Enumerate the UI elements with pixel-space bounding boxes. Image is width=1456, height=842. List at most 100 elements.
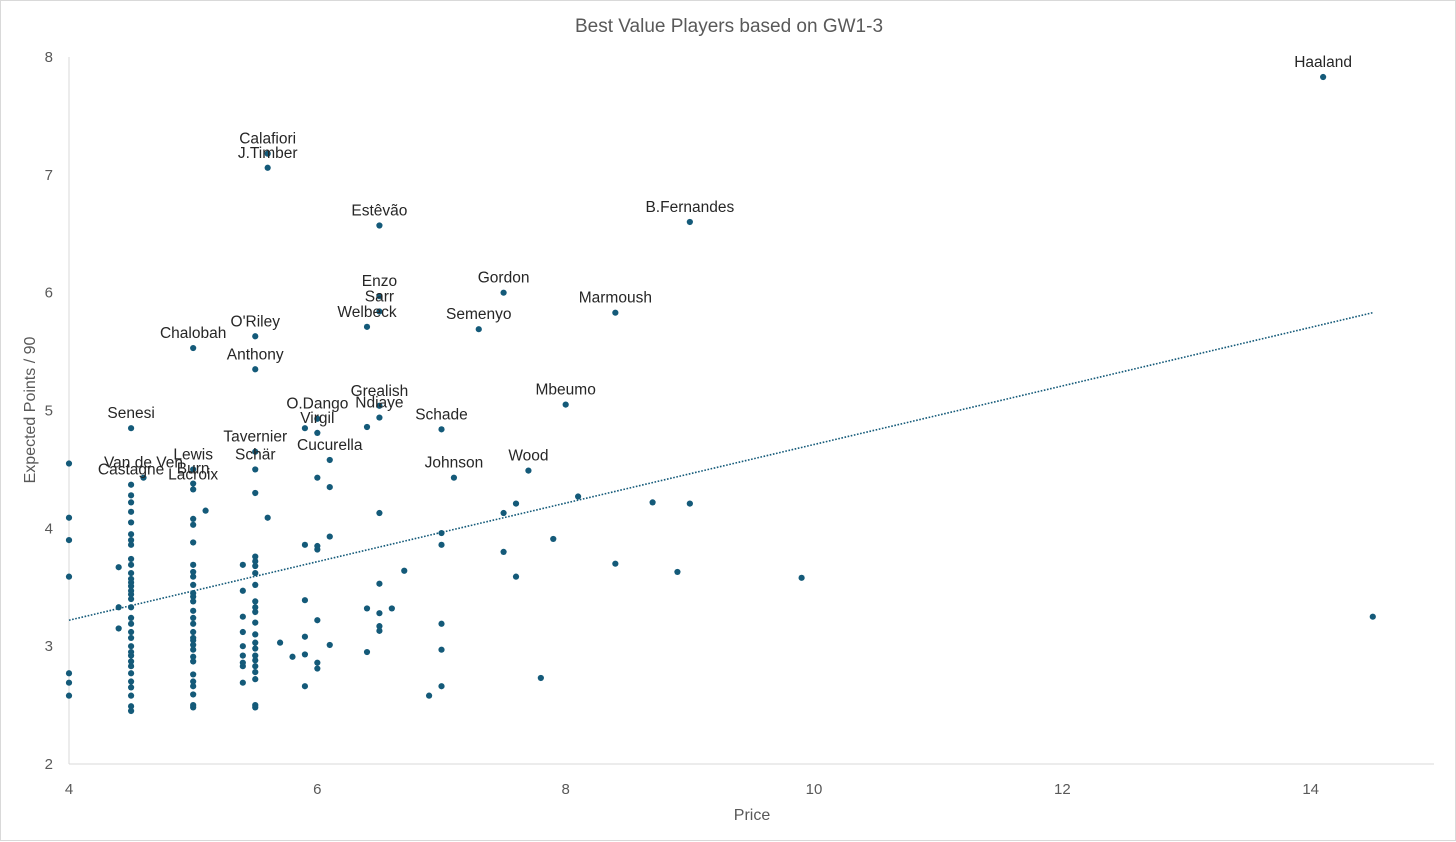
data-point	[115, 604, 122, 611]
point-label: Mbeumo	[536, 382, 596, 399]
data-point	[314, 474, 321, 481]
point-label: Ndiaye	[355, 395, 403, 412]
x-tick-label: 14	[1302, 781, 1319, 798]
data-point	[500, 289, 507, 296]
x-tick-label: 10	[806, 781, 823, 798]
data-point	[512, 500, 520, 507]
data-point	[127, 537, 135, 544]
data-point	[438, 541, 445, 548]
data-point	[376, 308, 383, 315]
data-point	[612, 560, 619, 567]
data-point	[314, 665, 321, 672]
data-point	[314, 659, 321, 666]
data-point	[363, 605, 371, 612]
data-point	[276, 639, 284, 646]
data-point	[127, 425, 135, 432]
point-label: Burn	[177, 461, 210, 478]
data-point	[65, 460, 73, 467]
x-tick-label: 4	[65, 781, 73, 798]
data-point	[239, 587, 246, 594]
data-point	[376, 623, 383, 630]
point-label: Chalobah	[160, 325, 226, 342]
data-point	[127, 519, 135, 526]
data-point	[314, 546, 321, 553]
data-point	[674, 568, 681, 576]
data-point	[252, 448, 259, 455]
data-point	[252, 663, 259, 670]
point-label: Lewis	[173, 446, 213, 463]
data-point	[438, 426, 445, 433]
data-point	[65, 514, 73, 521]
data-point	[376, 580, 383, 587]
data-point	[401, 567, 408, 574]
data-point	[475, 326, 482, 333]
data-point	[190, 344, 197, 352]
points-group	[65, 73, 1376, 715]
data-point	[190, 620, 197, 627]
data-point	[264, 514, 271, 521]
point-label: Haaland	[1294, 54, 1352, 71]
data-point	[65, 679, 73, 686]
data-point	[127, 591, 135, 598]
point-label: Schär	[235, 446, 276, 463]
data-point	[252, 489, 259, 497]
data-point	[550, 535, 557, 543]
data-point	[252, 570, 259, 577]
point-label: Schade	[415, 406, 468, 423]
data-point	[127, 614, 135, 621]
data-point	[127, 582, 135, 590]
data-point	[326, 533, 333, 540]
data-point	[190, 515, 197, 523]
data-point	[686, 218, 693, 226]
data-point	[190, 561, 197, 568]
point-label: Welbeck	[337, 304, 396, 321]
data-point	[239, 628, 246, 636]
data-point	[115, 625, 122, 632]
data-point	[127, 570, 135, 577]
data-point	[252, 676, 259, 683]
data-point	[252, 562, 259, 570]
data-point	[252, 366, 259, 373]
data-point	[252, 619, 259, 626]
data-point	[140, 474, 147, 481]
data-point	[1369, 613, 1376, 620]
data-point	[301, 633, 309, 640]
data-point	[127, 508, 135, 515]
point-label: O'Riley	[231, 313, 281, 330]
point-label: Semenyo	[446, 306, 511, 323]
data-point	[127, 604, 135, 611]
data-point	[190, 568, 197, 576]
data-point	[301, 651, 309, 658]
data-point	[127, 703, 135, 710]
data-point	[190, 581, 197, 588]
data-point	[65, 537, 73, 544]
data-point	[190, 539, 197, 546]
point-label: Grealish	[351, 383, 409, 400]
tick-group: 4 6 8 10 12 14 2 3 4 5 6 7 8	[45, 49, 1319, 798]
point-label: Sarr	[365, 289, 394, 306]
data-point	[314, 617, 321, 624]
data-point	[239, 613, 246, 620]
data-point	[1320, 73, 1327, 81]
data-point	[363, 323, 371, 330]
data-point	[239, 561, 246, 568]
data-point	[127, 492, 135, 499]
point-label: Johnson	[425, 455, 484, 472]
point-label: B.Fernandes	[645, 199, 734, 216]
data-point	[376, 610, 383, 617]
data-point	[252, 631, 259, 638]
point-label: Anthony	[227, 346, 284, 363]
data-point	[127, 643, 135, 650]
point-label: Calafiori	[239, 131, 296, 148]
data-point	[574, 493, 582, 500]
point-label: J.Timber	[238, 145, 298, 162]
data-point	[363, 648, 371, 656]
data-point	[326, 483, 333, 491]
data-point	[190, 628, 197, 636]
data-point	[500, 548, 507, 556]
data-point	[686, 500, 693, 507]
data-point	[438, 683, 445, 690]
x-tick-label: 12	[1054, 781, 1071, 798]
